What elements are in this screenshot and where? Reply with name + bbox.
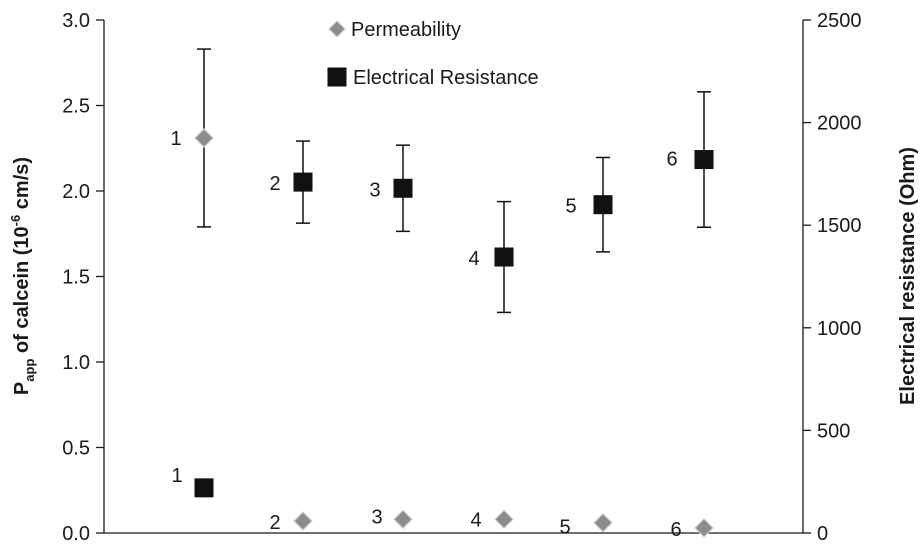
point-label: 6: [666, 149, 677, 171]
point-label: 1: [171, 465, 182, 487]
left-tick-label: 1.5: [62, 267, 90, 289]
right-tick-label: 1500: [817, 215, 862, 237]
legend-label: Electrical Resistance: [353, 67, 539, 89]
legend-item: Permeability: [328, 19, 461, 41]
legend-diamond-marker: [328, 20, 346, 38]
legend-item: Electrical Resistance: [327, 67, 539, 89]
y-right-axis-title: Electrical resistance (Ohm): [897, 147, 919, 405]
series-electrical-resistance: 1 2 3 4 5 6: [171, 91, 714, 498]
resistance-point: [494, 247, 514, 267]
permeability-point: [593, 512, 613, 533]
point-label: 2: [269, 512, 280, 534]
right-tick-label: 500: [817, 420, 850, 442]
permeability-point: [293, 511, 313, 531]
right-tick-label: 0: [817, 523, 828, 544]
left-tick-label: 1.0: [62, 352, 90, 374]
point-label: 1: [170, 128, 181, 150]
point-label: 3: [371, 506, 382, 528]
permeability-point: [393, 509, 413, 530]
legend: Permeability Electrical Resistance: [327, 19, 539, 89]
point-label: 4: [468, 248, 479, 270]
point-label: 6: [670, 519, 681, 541]
series-layer: 1 2 3 4 5 6 1 2 3 4 5 6: [170, 48, 714, 541]
right-axis: 0 500 1000 1500 2000 2500: [802, 10, 862, 544]
right-tick-label: 2500: [817, 10, 862, 32]
resistance-point: [694, 150, 714, 170]
resistance-point: [194, 478, 214, 498]
permeability-point: [494, 509, 514, 530]
resistance-point: [393, 178, 413, 198]
point-label: 4: [470, 509, 481, 531]
left-tick-label: 0.0: [62, 523, 90, 544]
legend-label: Permeability: [351, 19, 461, 41]
left-tick-label: 2.5: [62, 96, 90, 118]
permeability-point: [194, 128, 214, 148]
y-left-axis-title: Papp of calcein (10-6 cm/s): [8, 157, 37, 395]
right-tick-label: 1000: [817, 318, 862, 340]
series-permeability: 1 2 3 4 5 6: [170, 48, 714, 541]
resistance-point: [293, 172, 313, 192]
point-label: 3: [369, 179, 380, 201]
point-label: 5: [559, 517, 570, 539]
left-tick-label: 3.0: [62, 10, 90, 32]
legend-square-marker: [327, 67, 347, 87]
permeability-point: [694, 518, 714, 538]
left-tick-label: 2.0: [62, 181, 90, 203]
right-tick-label: 2000: [817, 113, 862, 135]
left-tick-label: 0.5: [62, 438, 90, 460]
point-label: 2: [269, 173, 280, 195]
resistance-point: [593, 195, 613, 215]
left-axis: 0.0 0.5 1.0 1.5 2.0 2.5 3.0: [62, 10, 105, 544]
point-label: 5: [565, 196, 576, 218]
